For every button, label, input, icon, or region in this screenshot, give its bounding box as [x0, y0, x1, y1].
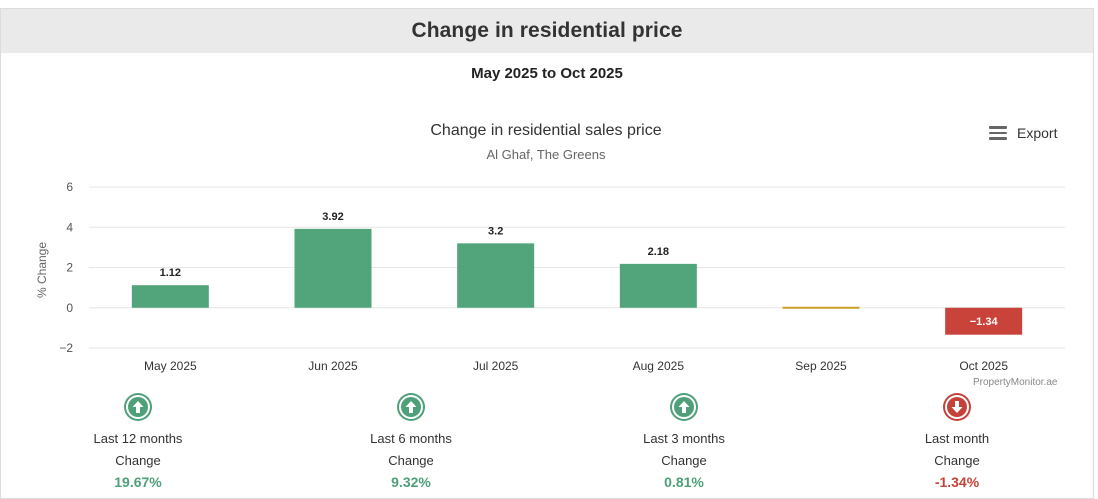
- bar[interactable]: [131, 285, 209, 308]
- stat-caption: Change: [388, 453, 434, 468]
- stat-value: 19.67%: [114, 474, 162, 490]
- y-tick-label: 4: [66, 220, 73, 234]
- stat-period: Last 3 months: [643, 431, 725, 446]
- y-axis-title: % Change: [35, 242, 49, 298]
- stat-period: Last 12 months: [93, 431, 183, 446]
- arrow-up-circle-icon: [124, 393, 152, 421]
- data-label: 3.2: [488, 225, 503, 237]
- arrow-up-circle-icon: [670, 393, 698, 421]
- stat-caption: Change: [115, 453, 161, 468]
- bar-chart: Change in residential sales price Al Gha…: [35, 122, 1065, 373]
- y-tick-label: 2: [66, 261, 73, 275]
- summary-stat: Last 12 months Change 19.67%: [58, 393, 218, 492]
- y-tick-label: −2: [59, 341, 73, 355]
- card-title: Change in residential price: [411, 19, 683, 42]
- summary-stats: Last 12 months Change 19.67% Last 6 months C…: [1, 393, 1095, 493]
- x-tick-label: Jul 2025: [473, 359, 519, 373]
- date-range: May 2025 to Oct 2025: [471, 65, 623, 82]
- summary-stat: Last 6 months Change 9.32%: [331, 393, 491, 492]
- menu-icon: [989, 126, 1007, 140]
- bar[interactable]: [945, 307, 1023, 335]
- bar[interactable]: [294, 228, 372, 308]
- stat-caption: Change: [934, 453, 980, 468]
- chart-subtitle: Al Ghaf, The Greens: [487, 147, 606, 162]
- data-label: 2.18: [648, 246, 669, 258]
- y-tick-label: 6: [66, 180, 73, 194]
- y-tick-label: 0: [66, 301, 73, 315]
- x-tick-label: Sep 2025: [795, 359, 847, 373]
- data-label: 1.12: [160, 267, 181, 279]
- x-tick-label: Aug 2025: [633, 359, 685, 373]
- stat-value: 9.32%: [391, 474, 431, 490]
- stat-caption: Change: [661, 453, 707, 468]
- card-header: Change in residential price: [1, 9, 1093, 53]
- summary-stat: Last 3 months Change 0.81%: [604, 393, 764, 492]
- stat-period: Last 6 months: [370, 431, 452, 446]
- data-label: −1.34: [970, 316, 999, 328]
- chart-card: Change in residential price May 2025 to …: [0, 8, 1094, 499]
- x-tick-label: Oct 2025: [959, 359, 1008, 373]
- stat-value: -1.34%: [934, 474, 980, 490]
- x-tick-label: Jun 2025: [308, 359, 358, 373]
- data-label: 3.92: [322, 211, 343, 223]
- bar[interactable]: [782, 306, 860, 309]
- stat-value: 0.81%: [664, 474, 704, 490]
- bar[interactable]: [457, 243, 535, 308]
- chart-credit: PropertyMonitor.ae: [973, 377, 1058, 388]
- chart-title: Change in residential sales price: [430, 122, 661, 139]
- summary-stat: Last month Change -1.34%: [877, 393, 1037, 492]
- export-label: Export: [1017, 125, 1058, 141]
- arrow-down-circle-icon: [943, 393, 971, 421]
- x-tick-label: May 2025: [144, 359, 197, 373]
- export-menu-button[interactable]: Export: [989, 125, 1057, 141]
- bar[interactable]: [619, 263, 697, 308]
- arrow-up-circle-icon: [397, 393, 425, 421]
- stat-period: Last month: [924, 431, 990, 446]
